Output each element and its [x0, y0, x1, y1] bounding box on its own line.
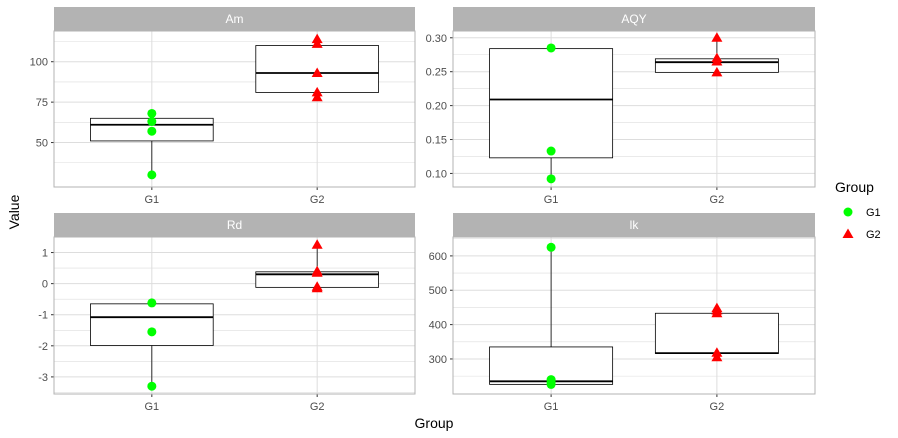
data-point-g2	[311, 91, 323, 102]
x-tick-label: G2	[710, 194, 725, 206]
y-tick-label: 75	[36, 97, 48, 109]
panel-strip-title: AQY	[621, 12, 646, 26]
legend: Group G1 G2	[835, 179, 881, 241]
panel-frame	[452, 30, 816, 188]
panel-strip-title: Rd	[227, 218, 242, 232]
panel-strip	[54, 213, 415, 237]
box-g1	[90, 303, 214, 346]
legend-label-g1: G1	[866, 207, 881, 219]
box-g2	[654, 312, 779, 354]
y-tick-label: -3	[38, 372, 48, 384]
x-tick-label: G1	[544, 194, 559, 206]
panel-frame	[53, 236, 416, 395]
data-point-g1	[147, 170, 157, 180]
data-point-g1	[147, 298, 157, 308]
data-point-g2	[311, 38, 323, 48]
x-tick-label: G2	[310, 401, 325, 413]
legend-key-g2	[842, 228, 854, 238]
x-tick-label: G2	[310, 194, 325, 206]
y-tick-label: 0	[42, 279, 48, 291]
legend-title: Group	[835, 179, 874, 195]
panel-rd: Rd -3 -2 -1 0 1 G1 G2	[38, 213, 416, 413]
data-point-g2	[311, 265, 323, 276]
y-tick-label: 0.30	[426, 33, 447, 45]
box-g1	[489, 48, 614, 159]
panel-strip-title: Am	[226, 12, 244, 26]
panel-strip-title: lk	[630, 218, 640, 232]
panel-strip	[54, 7, 415, 31]
y-tick-label: 0.10	[426, 168, 447, 180]
data-point-g1	[147, 108, 157, 118]
data-point-g1	[147, 381, 157, 391]
data-point-g2	[311, 239, 323, 249]
data-point-g1	[546, 174, 556, 184]
y-tick-label: 600	[429, 251, 447, 263]
legend-label-g2: G2	[866, 229, 881, 241]
data-point-g2	[711, 32, 723, 42]
data-point-g1	[546, 146, 556, 156]
data-point-g2	[711, 347, 723, 357]
x-tick-label: G1	[544, 401, 559, 413]
data-point-g1	[147, 117, 157, 127]
panel-strip	[453, 213, 815, 237]
panel-frame	[452, 236, 816, 395]
panel-lk: lk 300 400 500 600 G1 G2	[429, 213, 816, 413]
x-tick-label: G1	[144, 401, 159, 413]
y-tick-label: 50	[36, 138, 48, 150]
y-tick-label: 0.15	[426, 135, 447, 147]
x-tick-label: G2	[710, 401, 725, 413]
data-point-g1	[147, 327, 157, 337]
panel-am: Am 50 75 100 G1 G2	[30, 7, 416, 206]
panel-frame	[53, 30, 416, 188]
x-axis-title: Group	[415, 415, 454, 431]
y-tick-label: 100	[30, 57, 48, 69]
data-point-g2	[311, 33, 323, 44]
y-tick-label: -1	[38, 310, 48, 322]
y-tick-label: 300	[429, 354, 447, 366]
data-point-g1	[546, 43, 556, 53]
y-tick-label: 1	[42, 248, 48, 260]
data-point-g1	[546, 375, 556, 385]
legend-key-g1	[843, 207, 853, 217]
data-point-g1	[546, 242, 556, 252]
x-tick-label: G1	[144, 194, 159, 206]
data-point-g2	[711, 66, 723, 77]
data-point-g2	[711, 52, 723, 63]
data-point-g2	[311, 281, 323, 291]
panel-strip	[453, 7, 815, 31]
data-point-g1	[147, 126, 157, 136]
y-tick-label: 0.20	[426, 101, 447, 113]
y-tick-label: -2	[38, 341, 48, 353]
y-tick-label: 0.25	[426, 67, 447, 79]
y-tick-label: 500	[429, 285, 447, 297]
panel-aqy: AQY 0.10 0.15 0.20 0.25 0.30 G1 G2	[426, 7, 816, 206]
y-tick-label: 400	[429, 320, 447, 332]
data-point-g2	[311, 67, 323, 78]
data-point-g2	[311, 86, 323, 97]
y-axis-title: Value	[6, 194, 22, 229]
data-point-g2	[711, 302, 723, 313]
